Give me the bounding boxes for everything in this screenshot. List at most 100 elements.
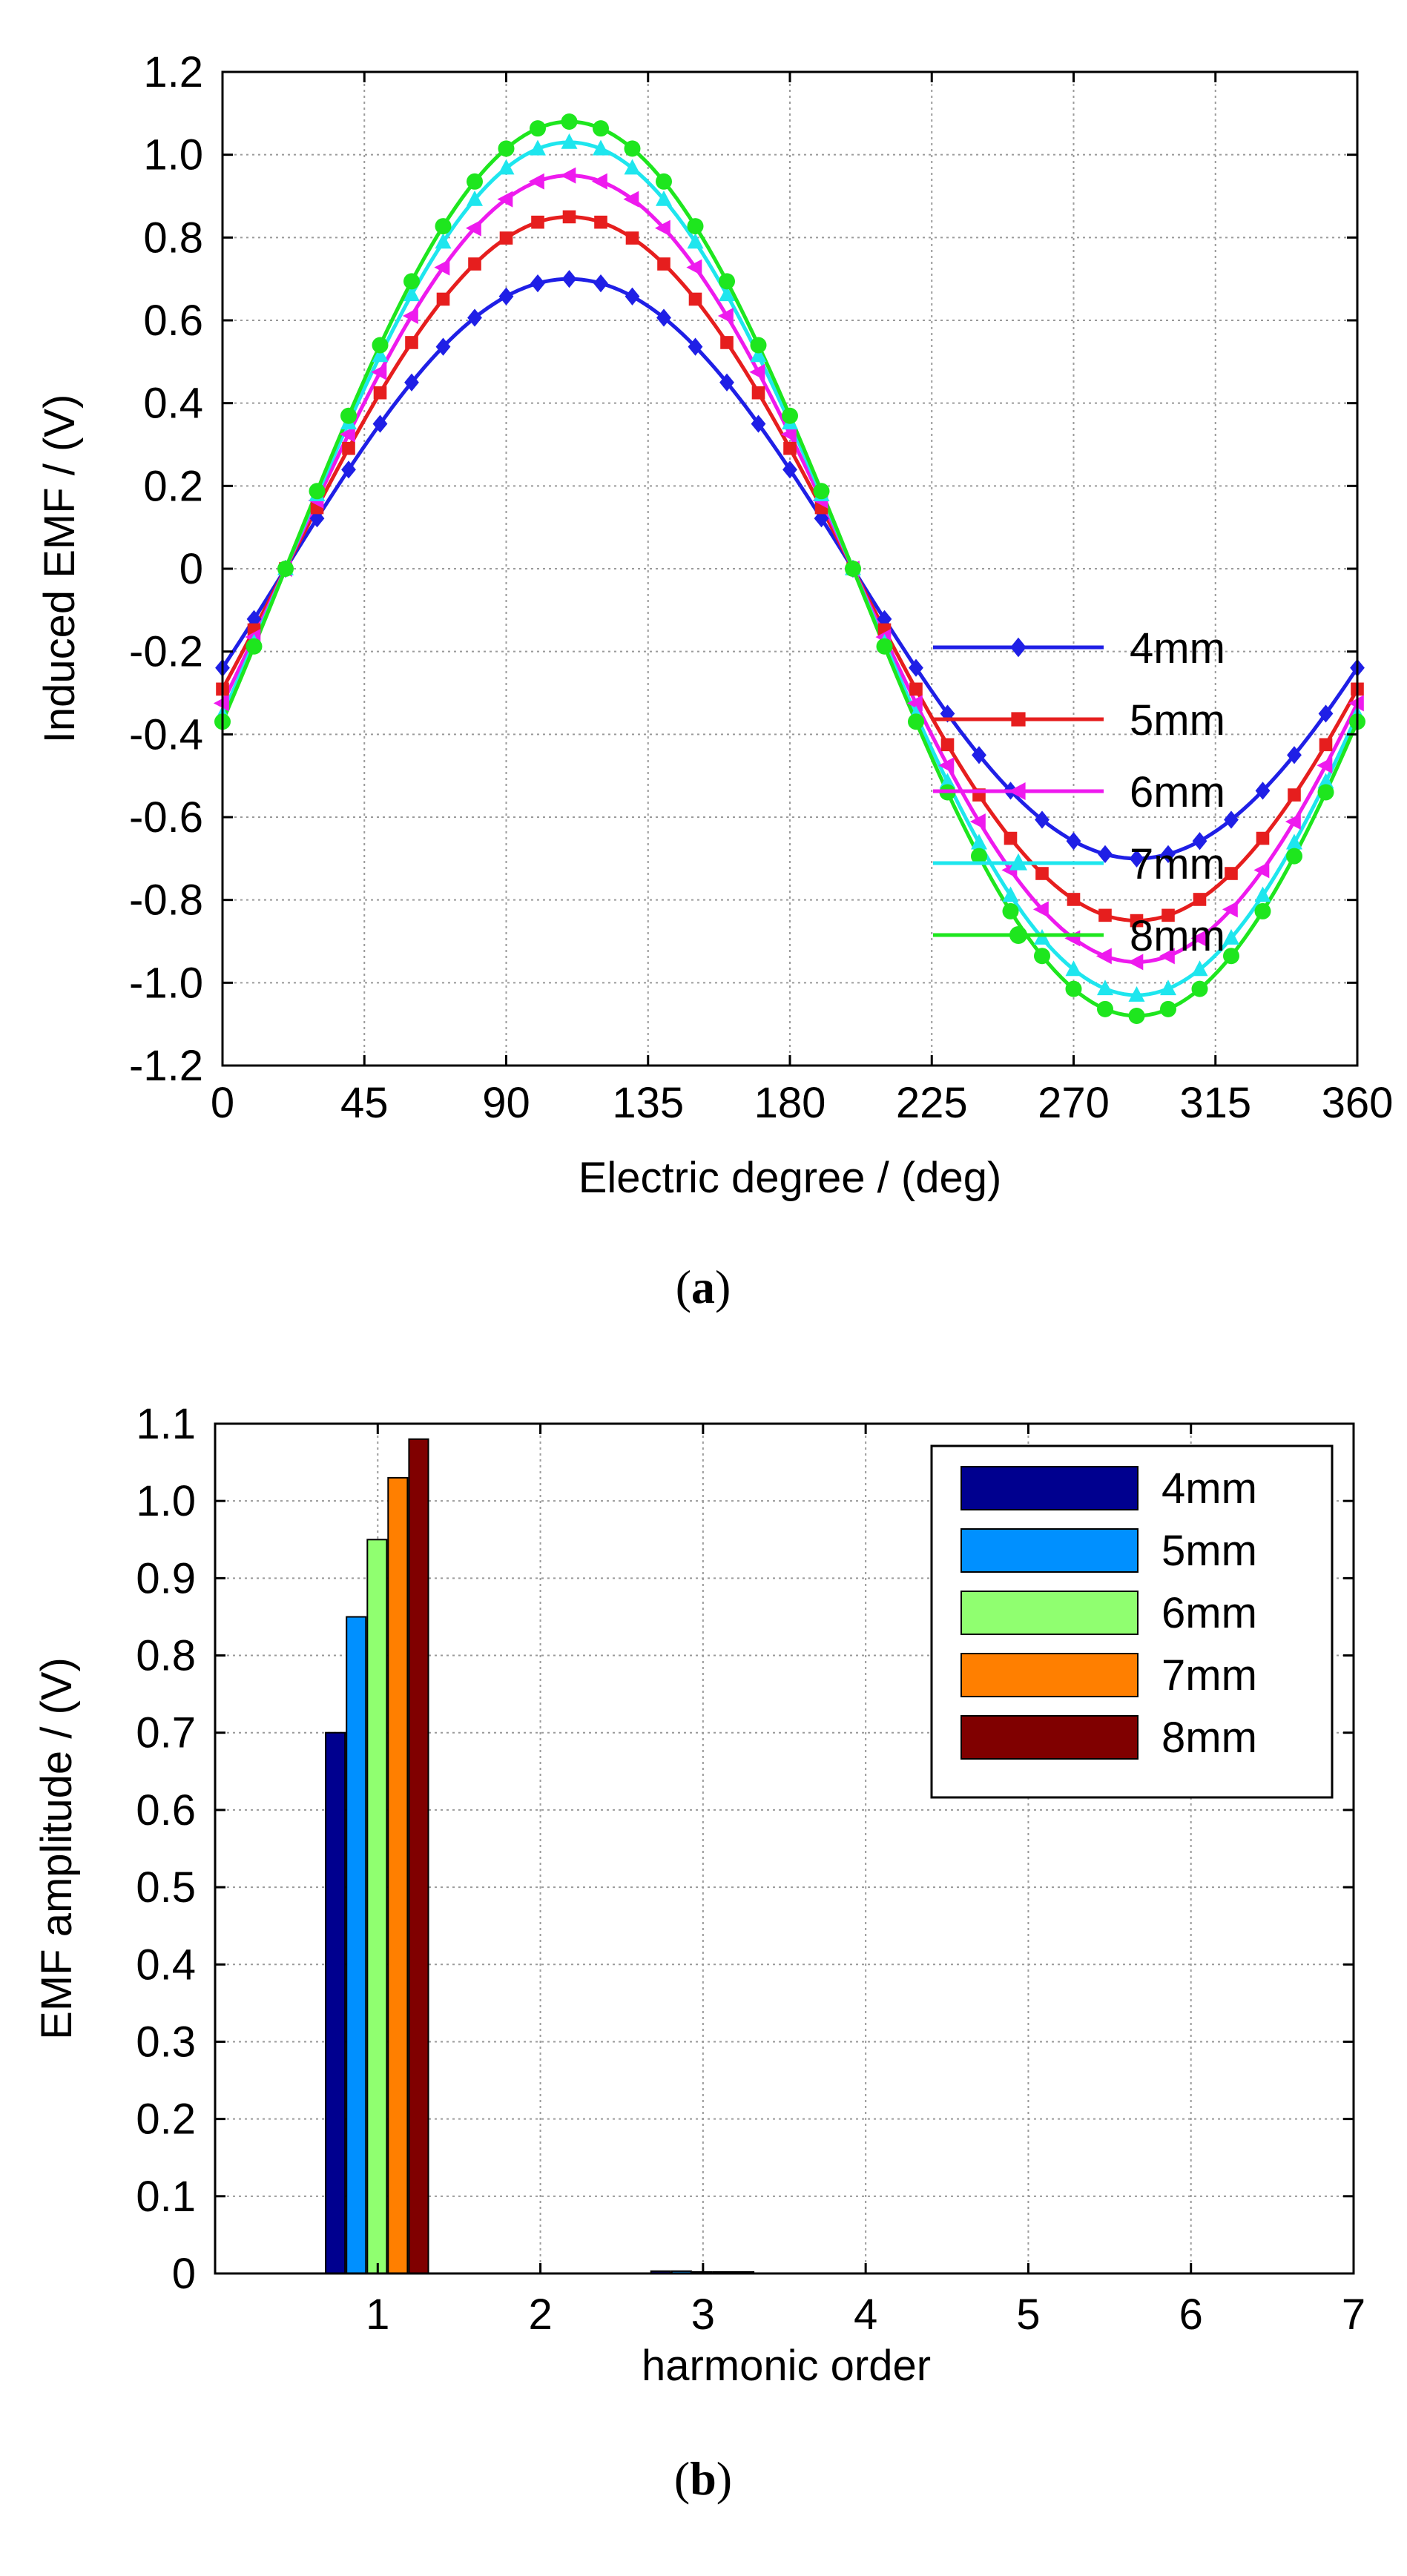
- legend-swatch-4mm: [960, 1466, 1139, 1510]
- panel-a-y-tick-label: -1.2: [129, 1042, 203, 1090]
- panel-b-y-tick-labels: 0 0.1 0.2 0.3 0.4 0.5 0.6 0.7 0.8 0.9 1.0 1.1: [136, 1400, 196, 2298]
- data-point-6mm: [717, 308, 734, 325]
- data-point-7mm: [403, 285, 420, 302]
- data-point-6mm: [528, 173, 544, 190]
- legend-marker-6mm: [1008, 782, 1026, 800]
- legend-label-8mm: 8mm: [1130, 912, 1225, 960]
- data-point-4mm: [498, 287, 514, 306]
- panel-a-y-tick-label: 0.4: [143, 380, 203, 428]
- panel-b-x-tick-label: 4: [854, 2291, 877, 2339]
- data-point-5mm: [373, 386, 387, 400]
- data-point-7mm: [624, 159, 641, 175]
- data-point-4mm: [1192, 832, 1207, 851]
- data-point-8mm: [1097, 1000, 1113, 1017]
- data-point-6mm: [1222, 901, 1238, 918]
- data-point-6mm: [1348, 695, 1364, 712]
- panel-a-x-tick-label: 360: [1322, 1079, 1394, 1127]
- data-point-6mm: [434, 259, 450, 276]
- panel-a-y-tick-label: -0.8: [129, 876, 203, 925]
- data-point-4mm: [561, 270, 577, 288]
- data-point-8mm: [719, 273, 735, 290]
- bar-4mm-order-1: [325, 1731, 346, 2274]
- data-point-8mm: [246, 638, 263, 655]
- data-point-4mm: [246, 610, 262, 628]
- data-point-8mm: [876, 638, 893, 655]
- panel-a-tick-marks: [221, 70, 1359, 1067]
- data-point-7mm: [1191, 960, 1208, 977]
- data-point-7mm: [1286, 833, 1302, 850]
- data-point-4mm: [435, 337, 451, 356]
- data-point-5mm: [751, 386, 765, 400]
- data-point-7mm: [971, 833, 987, 850]
- data-point-5mm: [1161, 908, 1175, 922]
- data-point-6mm: [749, 363, 765, 380]
- data-point-5mm: [688, 292, 702, 306]
- data-point-6mm: [780, 426, 797, 443]
- data-point-7mm: [1317, 773, 1334, 789]
- panel-b-y-tick-label: 0.2: [136, 2096, 196, 2144]
- panel-a-x-tick-label: 270: [1038, 1079, 1110, 1127]
- data-point-7mm: [435, 233, 452, 249]
- legend-label-8mm: 8mm: [1161, 1714, 1257, 1762]
- data-point-6mm: [1032, 901, 1049, 918]
- data-point-8mm: [1317, 784, 1334, 801]
- data-point-7mm: [530, 139, 546, 156]
- panel-a-caption: (a): [676, 1261, 731, 1313]
- data-point-5mm: [342, 441, 355, 455]
- panel-b-x-tick-label: 1: [366, 2291, 389, 2339]
- data-point-7mm: [593, 139, 609, 156]
- data-point-8mm: [687, 218, 704, 235]
- data-point-5mm: [625, 231, 639, 245]
- panel-a-x-axis-label: Electric degree / (deg): [579, 1154, 1002, 1202]
- legend-swatch-8mm: [960, 1715, 1139, 1760]
- legend-marker-8mm: [1009, 926, 1027, 944]
- data-point-6mm: [1190, 930, 1207, 947]
- data-point-4mm: [782, 460, 797, 479]
- data-point-6mm: [339, 426, 355, 443]
- data-point-6mm: [906, 695, 923, 712]
- data-point-4mm: [372, 415, 388, 433]
- panel-a-x-tick-label: 45: [340, 1079, 389, 1127]
- data-point-8mm: [1065, 980, 1082, 997]
- data-point-5mm: [468, 257, 481, 271]
- legend-label-7mm: 7mm: [1130, 840, 1225, 888]
- panel-a-x-tick-label: 225: [896, 1079, 968, 1127]
- panel-b-y-tick-label: 0.5: [136, 1863, 196, 1912]
- data-point-4mm: [341, 460, 356, 479]
- panel-a-x-tick-label: 90: [482, 1079, 530, 1127]
- panel-b-y-tick-label: 0.9: [136, 1554, 196, 1602]
- data-point-8mm: [656, 173, 672, 190]
- data-point-8mm: [624, 140, 641, 157]
- data-point-4mm: [1255, 782, 1271, 800]
- data-point-5mm: [594, 215, 607, 229]
- data-point-4mm: [1224, 810, 1239, 829]
- data-point-4mm: [1098, 845, 1113, 863]
- data-point-8mm: [782, 407, 798, 424]
- data-point-5mm: [1130, 914, 1144, 928]
- data-point-8mm: [593, 120, 609, 137]
- legend-label-5mm: 5mm: [1130, 696, 1225, 744]
- data-point-8mm: [1160, 1000, 1176, 1017]
- panel-b-y-tick-label: 0: [172, 2250, 196, 2298]
- data-point-8mm: [750, 337, 767, 354]
- panel-a-y-tick-label: 0.2: [143, 462, 203, 510]
- panel-a-y-tick-labels: -1.2 -1.0 -0.8 -0.6 -0.4 -0.2 0 0.2 0.4 0.6 0.8 1.0…: [129, 48, 203, 1090]
- legend-marker-5mm: [1011, 712, 1026, 727]
- data-point-4mm: [404, 373, 419, 392]
- data-point-6mm: [1317, 757, 1333, 774]
- data-point-5mm: [405, 336, 418, 349]
- panel-b-y-tick-label: 1.1: [136, 1400, 196, 1448]
- panel-a-x-tick-label: 180: [754, 1079, 826, 1127]
- data-point-6mm: [623, 191, 639, 208]
- panel-b-x-axis-label: harmonic order: [642, 2342, 931, 2390]
- data-point-4mm: [1287, 746, 1302, 764]
- data-point-5mm: [1193, 893, 1207, 906]
- bar-6mm-order-1: [366, 1539, 388, 2275]
- panel-b-caption-letter: b: [690, 2452, 716, 2505]
- data-point-4mm: [625, 287, 640, 306]
- data-point-7mm: [687, 233, 704, 249]
- data-point-8mm: [1223, 948, 1239, 965]
- panel-a-y-tick-label: 0.6: [143, 297, 203, 345]
- legend-marker-7mm: [1009, 853, 1027, 871]
- data-point-8mm: [813, 483, 830, 500]
